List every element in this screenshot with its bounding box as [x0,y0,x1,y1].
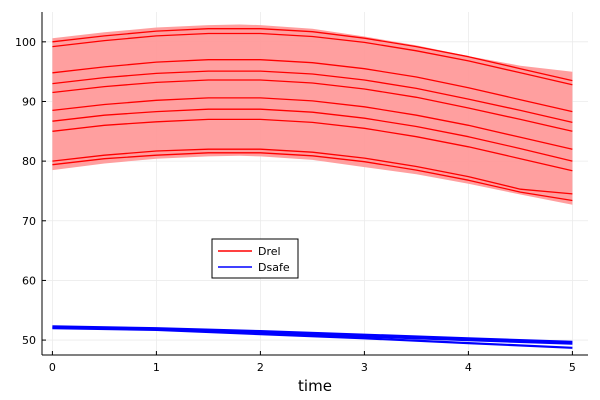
drel-line-5 [52,97,573,150]
drel-band [52,24,573,205]
ticks: 0 1 2 3 4 5 50 60 70 80 90 100 [15,36,576,374]
x-tick-label-0: 0 [49,361,56,374]
drel-line-4 [52,79,573,132]
y-tick-label-2: 70 [22,215,36,228]
dsafe-line-0 [52,325,573,343]
series-lines [52,28,573,349]
drel-line-6 [52,108,573,162]
x-tick-label-3: 3 [361,361,368,374]
legend-label-dsafe: Dsafe [258,261,290,274]
x-tick-label-1: 1 [153,361,160,374]
legend: Drel Dsafe [211,238,299,279]
drel-line-1 [52,32,573,86]
drel-line-7 [52,118,573,172]
drel-line-3 [52,70,573,124]
legend-label-drel: Drel [258,245,281,258]
x-tick-label-5: 5 [569,361,576,374]
dsafe-line-2 [52,327,573,349]
drel-line-9 [52,152,573,202]
drel-line-2 [52,59,573,113]
y-tick-label-1: 60 [22,274,36,287]
x-tick-label-2: 2 [257,361,264,374]
drel-line-8 [52,148,573,195]
axes [41,12,588,356]
y-tick-label-0: 50 [22,334,36,347]
y-tick-label-3: 80 [22,155,36,168]
drel-band-area [52,24,573,205]
drel-line-0 [52,28,573,82]
x-axis-title: time [298,377,332,395]
y-tick-label-5: 100 [15,36,36,49]
legend-box [211,238,299,279]
x-tick-label-4: 4 [465,361,472,374]
y-tick-label-4: 90 [22,95,36,108]
